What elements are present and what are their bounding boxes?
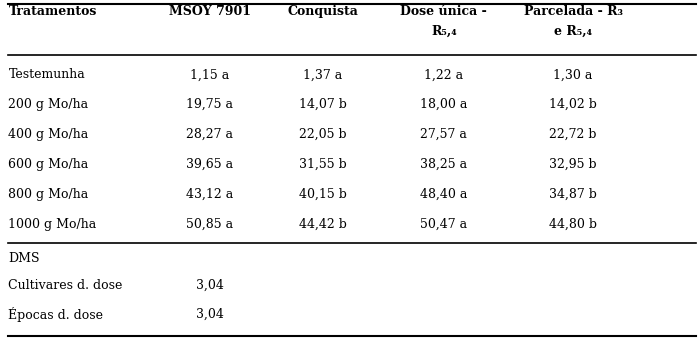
Text: 44,42 b: 44,42 b [299,218,347,231]
Text: Cultivares d. dose: Cultivares d. dose [8,279,123,292]
Text: 43,12 a: 43,12 a [186,188,233,201]
Text: 22,72 b: 22,72 b [549,128,597,141]
Text: 39,65 a: 39,65 a [186,158,233,171]
Text: Tratamentos: Tratamentos [8,5,96,18]
Text: R₅,₄: R₅,₄ [431,25,456,38]
Text: 32,95 b: 32,95 b [549,158,597,171]
Text: 3,04: 3,04 [196,308,224,321]
Text: 18,00 a: 18,00 a [420,98,468,111]
Text: 50,85 a: 50,85 a [186,218,233,231]
Text: 22,05 b: 22,05 b [299,128,347,141]
Text: 1000 g Mo/ha: 1000 g Mo/ha [8,218,96,231]
Text: 200 g Mo/ha: 200 g Mo/ha [8,98,89,111]
Text: 19,75 a: 19,75 a [186,98,233,111]
Text: e R₅,₄: e R₅,₄ [554,25,592,38]
Text: 1,15 a: 1,15 a [190,68,229,81]
Text: Conquista: Conquista [287,5,359,18]
Text: Parcelada - R₃: Parcelada - R₃ [524,5,623,18]
Text: 48,40 a: 48,40 a [420,188,468,201]
Text: 600 g Mo/ha: 600 g Mo/ha [8,158,89,171]
Text: 14,07 b: 14,07 b [299,98,347,111]
Text: 44,80 b: 44,80 b [549,218,597,231]
Text: 1,37 a: 1,37 a [303,68,343,81]
Text: 14,02 b: 14,02 b [549,98,597,111]
Text: Épocas d. dose: Épocas d. dose [8,307,103,322]
Text: 1,22 a: 1,22 a [424,68,463,81]
Text: 1,30 a: 1,30 a [554,68,593,81]
Text: 800 g Mo/ha: 800 g Mo/ha [8,188,89,201]
Text: 40,15 b: 40,15 b [299,188,347,201]
Text: Testemunha: Testemunha [8,68,85,81]
Text: 27,57 a: 27,57 a [420,128,468,141]
Text: 28,27 a: 28,27 a [186,128,233,141]
Text: 50,47 a: 50,47 a [420,218,468,231]
Text: 3,04: 3,04 [196,279,224,292]
Text: Dose única -: Dose única - [401,5,487,18]
Text: 38,25 a: 38,25 a [420,158,468,171]
Text: DMS: DMS [8,252,40,265]
Text: MSOY 7901: MSOY 7901 [168,5,251,18]
Text: 31,55 b: 31,55 b [299,158,347,171]
Text: 400 g Mo/ha: 400 g Mo/ha [8,128,89,141]
Text: 34,87 b: 34,87 b [549,188,597,201]
